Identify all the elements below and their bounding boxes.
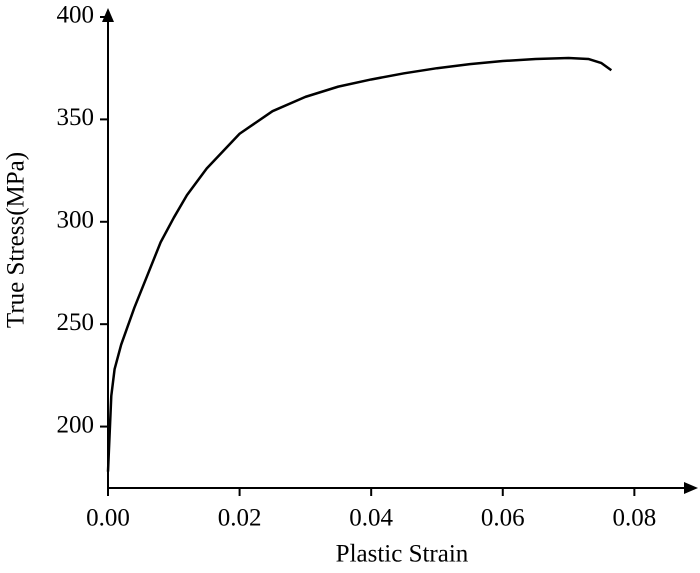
x-tick-label: 0.06: [481, 505, 525, 532]
x-tick-label: 0.04: [349, 505, 393, 532]
x-axis-arrow: [684, 482, 698, 494]
y-axis-title: True Stress(MPa): [3, 152, 30, 328]
x-tick-label: 0.08: [612, 505, 656, 532]
y-axis-arrow: [102, 8, 114, 22]
y-tick-label: 400: [57, 2, 95, 29]
y-tick-label: 300: [57, 207, 95, 234]
line-series: [106, 56, 613, 472]
y-tick-label: 350: [57, 104, 95, 131]
y-tick-label: 250: [57, 309, 95, 336]
x-axis-title: Plastic Strain: [336, 541, 469, 568]
x-tick-label: 0.02: [218, 505, 262, 532]
x-tick-label: 0.00: [86, 505, 130, 532]
y-tick-label: 200: [57, 411, 95, 438]
